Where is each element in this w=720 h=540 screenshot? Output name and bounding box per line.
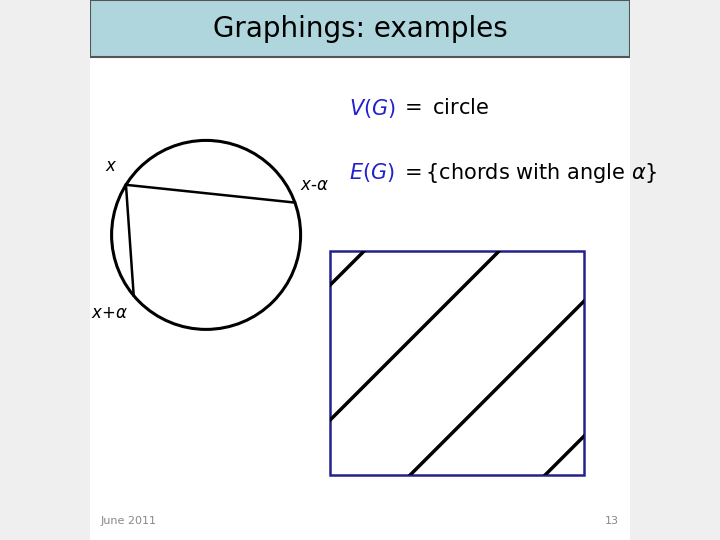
Bar: [330, 251, 584, 475]
Text: $V(G)$: $V(G)$: [349, 97, 396, 119]
Text: $= $ circle: $= $ circle: [400, 98, 490, 118]
Text: $E(G)$: $E(G)$: [349, 161, 395, 184]
Bar: [90, 57, 630, 540]
Text: $= \{$chords with angle $\alpha\}$: $= \{$chords with angle $\alpha\}$: [400, 161, 658, 185]
Text: Graphings: examples: Graphings: examples: [212, 15, 508, 43]
Text: $x$: $x$: [105, 157, 118, 175]
Text: $x$-$\alpha$: $x$-$\alpha$: [300, 177, 329, 194]
Bar: [90, 0, 630, 57]
Text: 13: 13: [606, 516, 619, 526]
Text: $x$+$\alpha$: $x$+$\alpha$: [91, 303, 128, 322]
Bar: [330, 251, 584, 475]
Text: June 2011: June 2011: [101, 516, 157, 526]
